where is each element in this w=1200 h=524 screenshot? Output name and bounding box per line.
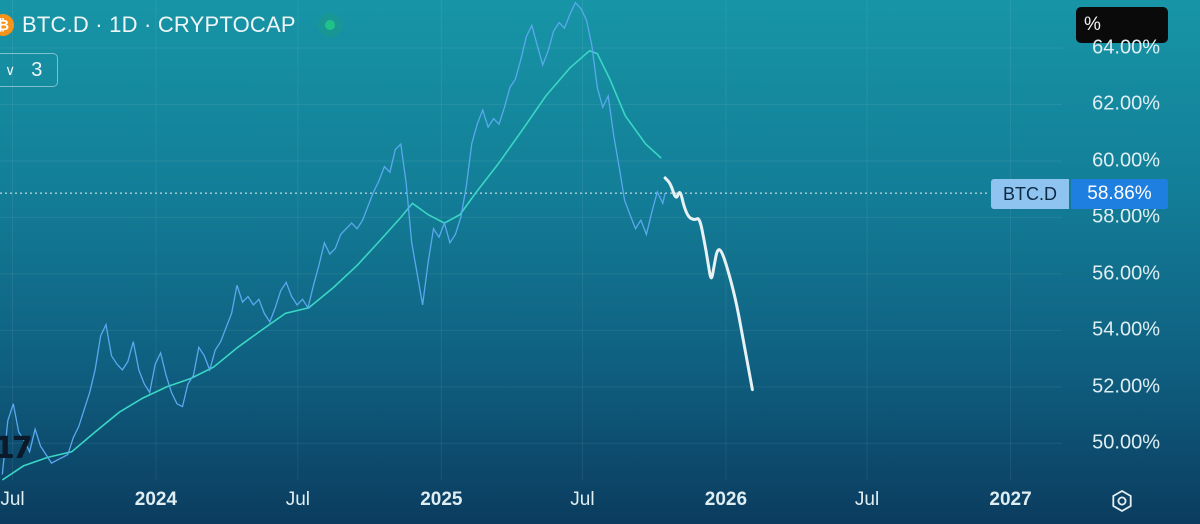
x-tick-label: 2026	[704, 489, 748, 510]
x-tick-label: 2024	[134, 489, 178, 510]
price-series-line	[1, 1, 666, 475]
tradingview-logo: 17	[0, 431, 33, 466]
chart-grid	[0, 0, 1062, 480]
status-dot	[324, 20, 335, 30]
y-tick-label: 56.00%	[1092, 262, 1160, 285]
settings-gear-icon[interactable]	[1110, 489, 1134, 513]
x-tick-label: Jul	[0, 489, 25, 510]
x-tick-label: 2027	[989, 489, 1032, 510]
y-tick-label: 60.00%	[1092, 149, 1160, 172]
market-status-icon	[317, 13, 342, 37]
y-tick-label: 52.00%	[1092, 375, 1160, 398]
chevron-down-icon: ∨	[5, 61, 16, 78]
moving-average-line	[1, 49, 662, 481]
y-tick-label: 62.00%	[1092, 92, 1160, 115]
y-tick-label: 64.00%	[1092, 36, 1160, 59]
bitcoin-logo-icon: ₿	[0, 14, 14, 36]
x-tick-label: Jul	[854, 489, 880, 510]
indicator-count: 3	[31, 58, 43, 81]
x-tick-label: Jul	[285, 489, 310, 510]
percent-scale-button[interactable]: %	[1076, 7, 1168, 43]
price-tag-symbol: BTC.D	[991, 179, 1069, 209]
x-tick-label: 2025	[420, 489, 463, 510]
symbol-header[interactable]: ₿ BTC.D · 1D · CRYPTOCAP	[0, 8, 342, 42]
symbol-title: BTC.D · 1D · CRYPTOCAP	[22, 12, 296, 37]
x-tick-label: Jul	[570, 489, 595, 510]
projection-drawing-line	[663, 176, 754, 392]
y-tick-label: 58.00%	[1092, 205, 1160, 228]
price-tag-value: 58.86%	[1071, 179, 1168, 209]
indicators-toggle-button[interactable]: ∨ 3	[0, 53, 58, 87]
y-tick-label: 50.00%	[1092, 431, 1160, 454]
y-tick-label: 54.00%	[1092, 318, 1160, 341]
